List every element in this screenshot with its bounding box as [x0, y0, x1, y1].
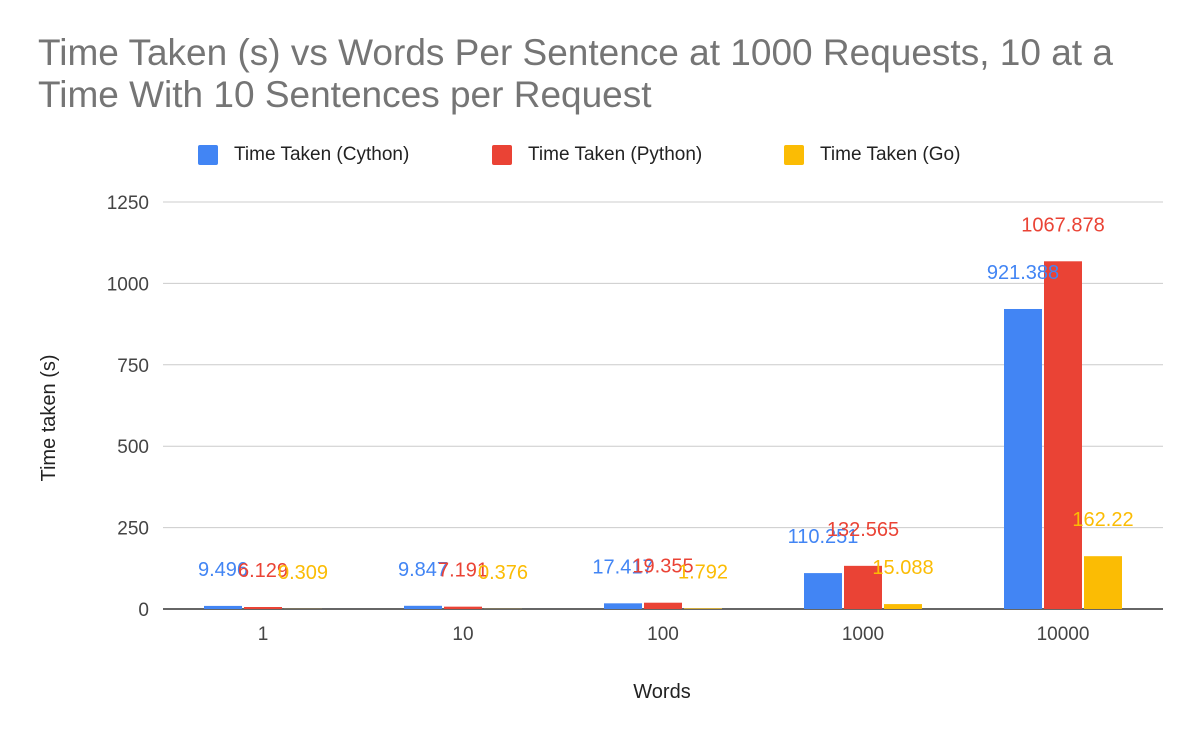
- bar[interactable]: [204, 605, 242, 609]
- legend-label-cython: Time Taken (Cython): [234, 144, 410, 165]
- legend-swatch-python: [492, 145, 512, 165]
- data-label: 9.496: [198, 559, 248, 581]
- y-axis-title: Time taken (s): [38, 354, 60, 481]
- data-label: 921.388: [987, 262, 1059, 284]
- bar[interactable]: [404, 605, 442, 609]
- bar[interactable]: [244, 607, 282, 609]
- data-label: 162.22: [1072, 509, 1133, 531]
- data-label: 110.251: [788, 526, 859, 548]
- data-label: 1.792: [678, 561, 728, 583]
- bars: [204, 261, 1122, 609]
- x-tick-label: 100: [647, 624, 679, 645]
- bar[interactable]: [604, 603, 642, 609]
- y-axis-ticks: 0 250 500 750 1000 1250: [107, 193, 149, 621]
- legend-label-go: Time Taken (Go): [820, 144, 961, 165]
- x-tick-label: 1000: [842, 624, 884, 645]
- x-tick-label: 1: [258, 624, 269, 645]
- data-label: 19.355: [632, 556, 693, 578]
- y-tick-label: 0: [138, 600, 149, 621]
- legend-item-cython[interactable]: Time Taken (Cython): [198, 140, 409, 170]
- y-tick-label: 1250: [107, 193, 149, 214]
- legend-item-python[interactable]: Time Taken (Python): [492, 140, 702, 170]
- x-axis-title: Words: [633, 681, 690, 703]
- bar[interactable]: [844, 565, 882, 609]
- x-tick-label: 10000: [1037, 624, 1090, 645]
- bar[interactable]: [684, 608, 722, 609]
- chart-title: Time Taken (s) vs Words Per Sentence at …: [38, 32, 1113, 115]
- y-tick-label: 750: [117, 356, 149, 377]
- bar[interactable]: [1044, 261, 1082, 609]
- data-label: 9.847: [398, 559, 448, 581]
- bar[interactable]: [444, 606, 482, 609]
- data-label: 15.088: [872, 557, 933, 579]
- bar[interactable]: [1004, 308, 1042, 609]
- data-label: 6.129: [238, 560, 288, 582]
- legend-swatch-go: [784, 145, 804, 165]
- bar[interactable]: [644, 602, 682, 609]
- data-label: 17.417: [592, 556, 653, 578]
- legend-swatch-cython: [198, 145, 218, 165]
- legend: Time Taken (Cython) Time Taken (Python) …: [0, 140, 1200, 170]
- x-axis-ticks: 1 10 100 1000 10000: [258, 624, 1090, 645]
- y-tick-label: 500: [117, 437, 149, 458]
- data-label: 0.376: [478, 562, 528, 584]
- legend-item-go[interactable]: Time Taken (Go): [784, 140, 960, 170]
- bar[interactable]: [1084, 556, 1122, 609]
- y-tick-label: 250: [117, 519, 149, 540]
- y-tick-label: 1000: [107, 274, 149, 295]
- data-label: 1067.878: [1021, 214, 1104, 236]
- x-tick-label: 10: [452, 624, 473, 645]
- bar[interactable]: [884, 604, 922, 609]
- legend-label-python: Time Taken (Python): [528, 144, 703, 165]
- data-label: 7.191: [438, 560, 488, 582]
- bar[interactable]: [804, 573, 842, 609]
- data-label: 0.309: [278, 562, 328, 584]
- data-label: 132.565: [827, 519, 899, 541]
